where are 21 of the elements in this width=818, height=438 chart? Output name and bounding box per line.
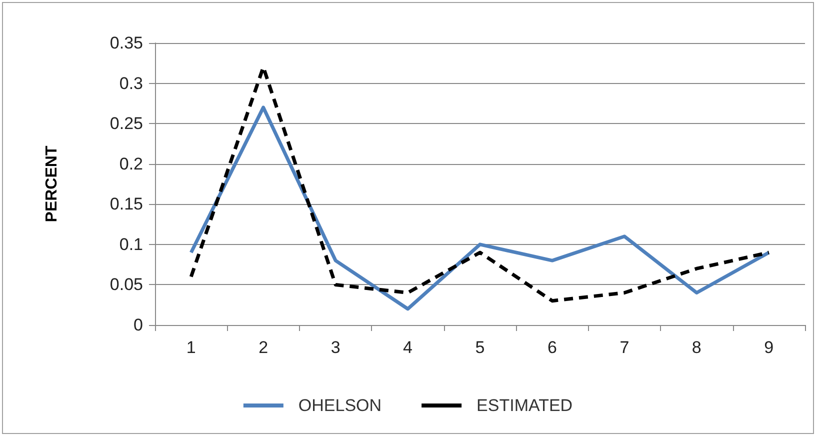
y-tick-label: 0.15 [110, 194, 143, 214]
x-tick-label: 2 [258, 338, 268, 357]
y-tick-label: 0.3 [119, 74, 143, 93]
y-tick-label: 0.05 [110, 275, 143, 294]
line-series [189, 106, 771, 311]
x-tick-label: 7 [620, 338, 630, 357]
legend-label: OHELSON [298, 396, 382, 415]
y-tick-label: 0 [134, 316, 143, 334]
y-tick-label: 0.2 [119, 154, 143, 174]
legend-label: ESTIMATED [476, 396, 573, 415]
x-tick-label: 9 [764, 338, 774, 357]
y-tick-label: 0.35 [110, 34, 143, 52]
y-tick-label: 0.25 [110, 114, 143, 134]
y-axis-title: PERCENT [44, 146, 60, 222]
x-tick-label: 3 [330, 338, 340, 357]
x-tick-label: 5 [475, 338, 485, 357]
x-tick-label: 1 [186, 338, 196, 357]
x-tick-label: 4 [403, 338, 413, 357]
x-tick-label: 8 [692, 338, 702, 357]
y-tick-label: 0.1 [119, 234, 143, 254]
x-tick-label: 6 [547, 338, 557, 357]
